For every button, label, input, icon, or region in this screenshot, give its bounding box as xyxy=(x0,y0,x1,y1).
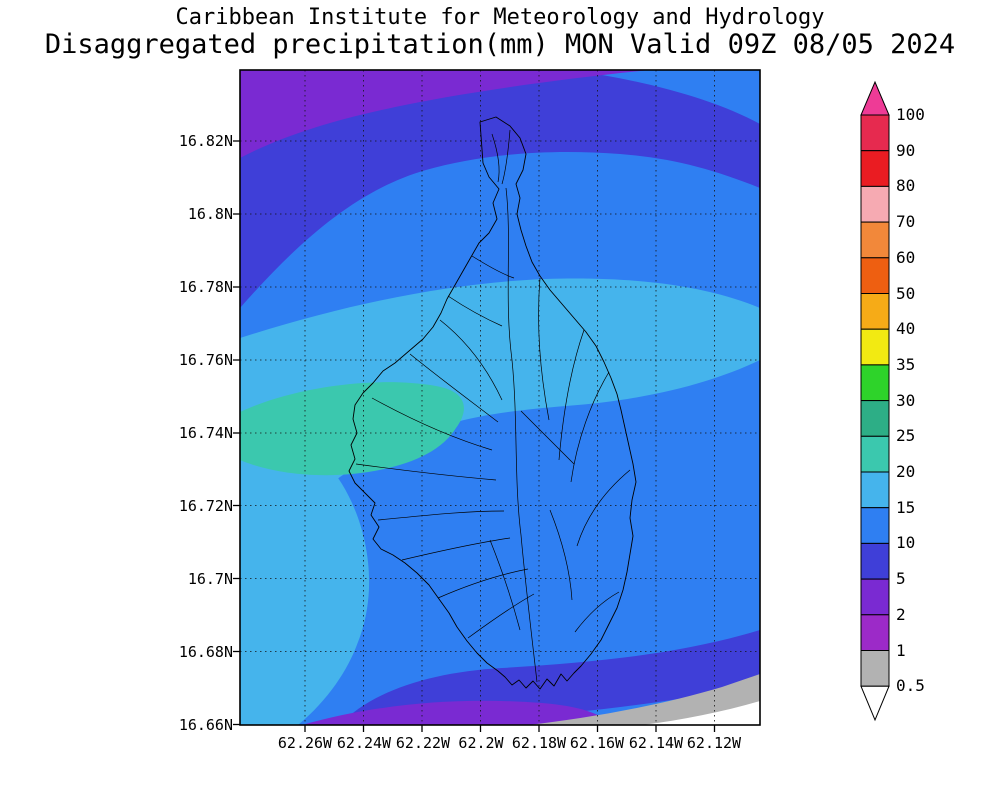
colorbar-band xyxy=(860,471,890,509)
band-15-20-southwest xyxy=(240,426,370,725)
band-20-25-patch xyxy=(240,382,464,476)
colorbar-label: 50 xyxy=(896,284,916,303)
lon-tick-label: 62.26W xyxy=(277,734,333,752)
band-15-20-lens xyxy=(240,278,760,584)
lat-tick-label: 16.68N xyxy=(178,643,233,661)
band-5-10-south xyxy=(340,630,760,725)
lon-tick-label: 62.16W xyxy=(569,734,625,752)
lon-tick-label: 62.24W xyxy=(336,734,392,752)
chart-title: Disaggregated precipitation(mm) MON Vali… xyxy=(44,29,956,60)
colorbar-label: 25 xyxy=(896,426,916,445)
watershed-lines xyxy=(355,129,631,683)
colorbar-label: 30 xyxy=(896,391,916,410)
lat-tick-label: 16.8N xyxy=(187,205,233,223)
colorbar-label: 0.5 xyxy=(896,676,925,695)
map-border xyxy=(239,69,761,726)
lat-tick-label: 16.74N xyxy=(178,424,233,442)
lat-tick-label: 16.78N xyxy=(178,278,233,296)
colorbar-label: 35 xyxy=(896,355,916,374)
axis-ticks xyxy=(233,140,716,732)
precipitation-map xyxy=(233,69,761,732)
lat-tick-label: 16.66N xyxy=(178,716,233,734)
colorbar-band xyxy=(860,400,890,437)
lat-tick-label: 16.72N xyxy=(178,497,233,515)
colorbar-label: 10 xyxy=(896,533,916,552)
grid-lines xyxy=(240,70,760,725)
band-10-15-topright xyxy=(570,70,760,124)
band-2-5-south xyxy=(302,700,612,725)
colorbar-label: 15 xyxy=(896,498,916,517)
lat-tick-label: 16.76N xyxy=(178,351,233,369)
colorbar-label: 5 xyxy=(896,569,906,588)
colorbar-band xyxy=(860,185,890,223)
island-outline xyxy=(348,116,637,690)
colorbar-label: 70 xyxy=(896,212,916,231)
colorbar-band xyxy=(860,435,890,473)
lat-tick-label: 16.82N xyxy=(178,132,233,150)
band-2-5-north xyxy=(240,70,650,158)
colorbar-label: 60 xyxy=(896,248,916,267)
lon-tick-label: 62.2W xyxy=(458,734,504,752)
colorbar-band xyxy=(860,293,890,330)
colorbar-band xyxy=(860,578,890,616)
lon-tick-label: 62.22W xyxy=(395,734,451,752)
colorbar-band xyxy=(860,221,890,259)
contour-field xyxy=(240,70,760,725)
lon-tick-label: 62.14W xyxy=(628,734,684,752)
page-title: Caribbean Institute for Meteorology and … xyxy=(175,5,825,30)
colorbar-label: 2 xyxy=(896,605,906,624)
colorbar-label: 100 xyxy=(896,105,925,124)
colorbar-label: 1 xyxy=(896,641,906,660)
colorbar-band xyxy=(860,507,890,544)
band-5-10-north xyxy=(240,70,760,308)
colorbar-band xyxy=(860,542,890,580)
lon-tick-label: 62.12W xyxy=(686,734,742,752)
colorbar-label: 90 xyxy=(896,141,916,160)
lon-tick-label: 62.18W xyxy=(511,734,567,752)
colorbar-scale xyxy=(860,80,890,722)
colorbar xyxy=(860,80,890,722)
colorbar-band xyxy=(860,150,890,187)
band-lt05-corner xyxy=(642,701,760,725)
colorbar-arrow-up-icon xyxy=(860,80,890,116)
colorbar-label: 80 xyxy=(896,176,916,195)
colorbar-label: 20 xyxy=(896,462,916,481)
colorbar-band xyxy=(860,650,890,687)
colorbar-band xyxy=(860,614,890,651)
colorbar-band xyxy=(860,328,890,366)
colorbar-band xyxy=(860,257,890,295)
colorbar-band xyxy=(860,364,890,402)
island-coastline xyxy=(348,116,637,690)
colorbar-band xyxy=(860,114,890,152)
colorbar-arrow-down-icon xyxy=(860,685,890,722)
colorbar-label: 40 xyxy=(896,319,916,338)
lat-tick-label: 16.7N xyxy=(187,570,233,588)
band-05-1-wedge xyxy=(528,674,760,725)
